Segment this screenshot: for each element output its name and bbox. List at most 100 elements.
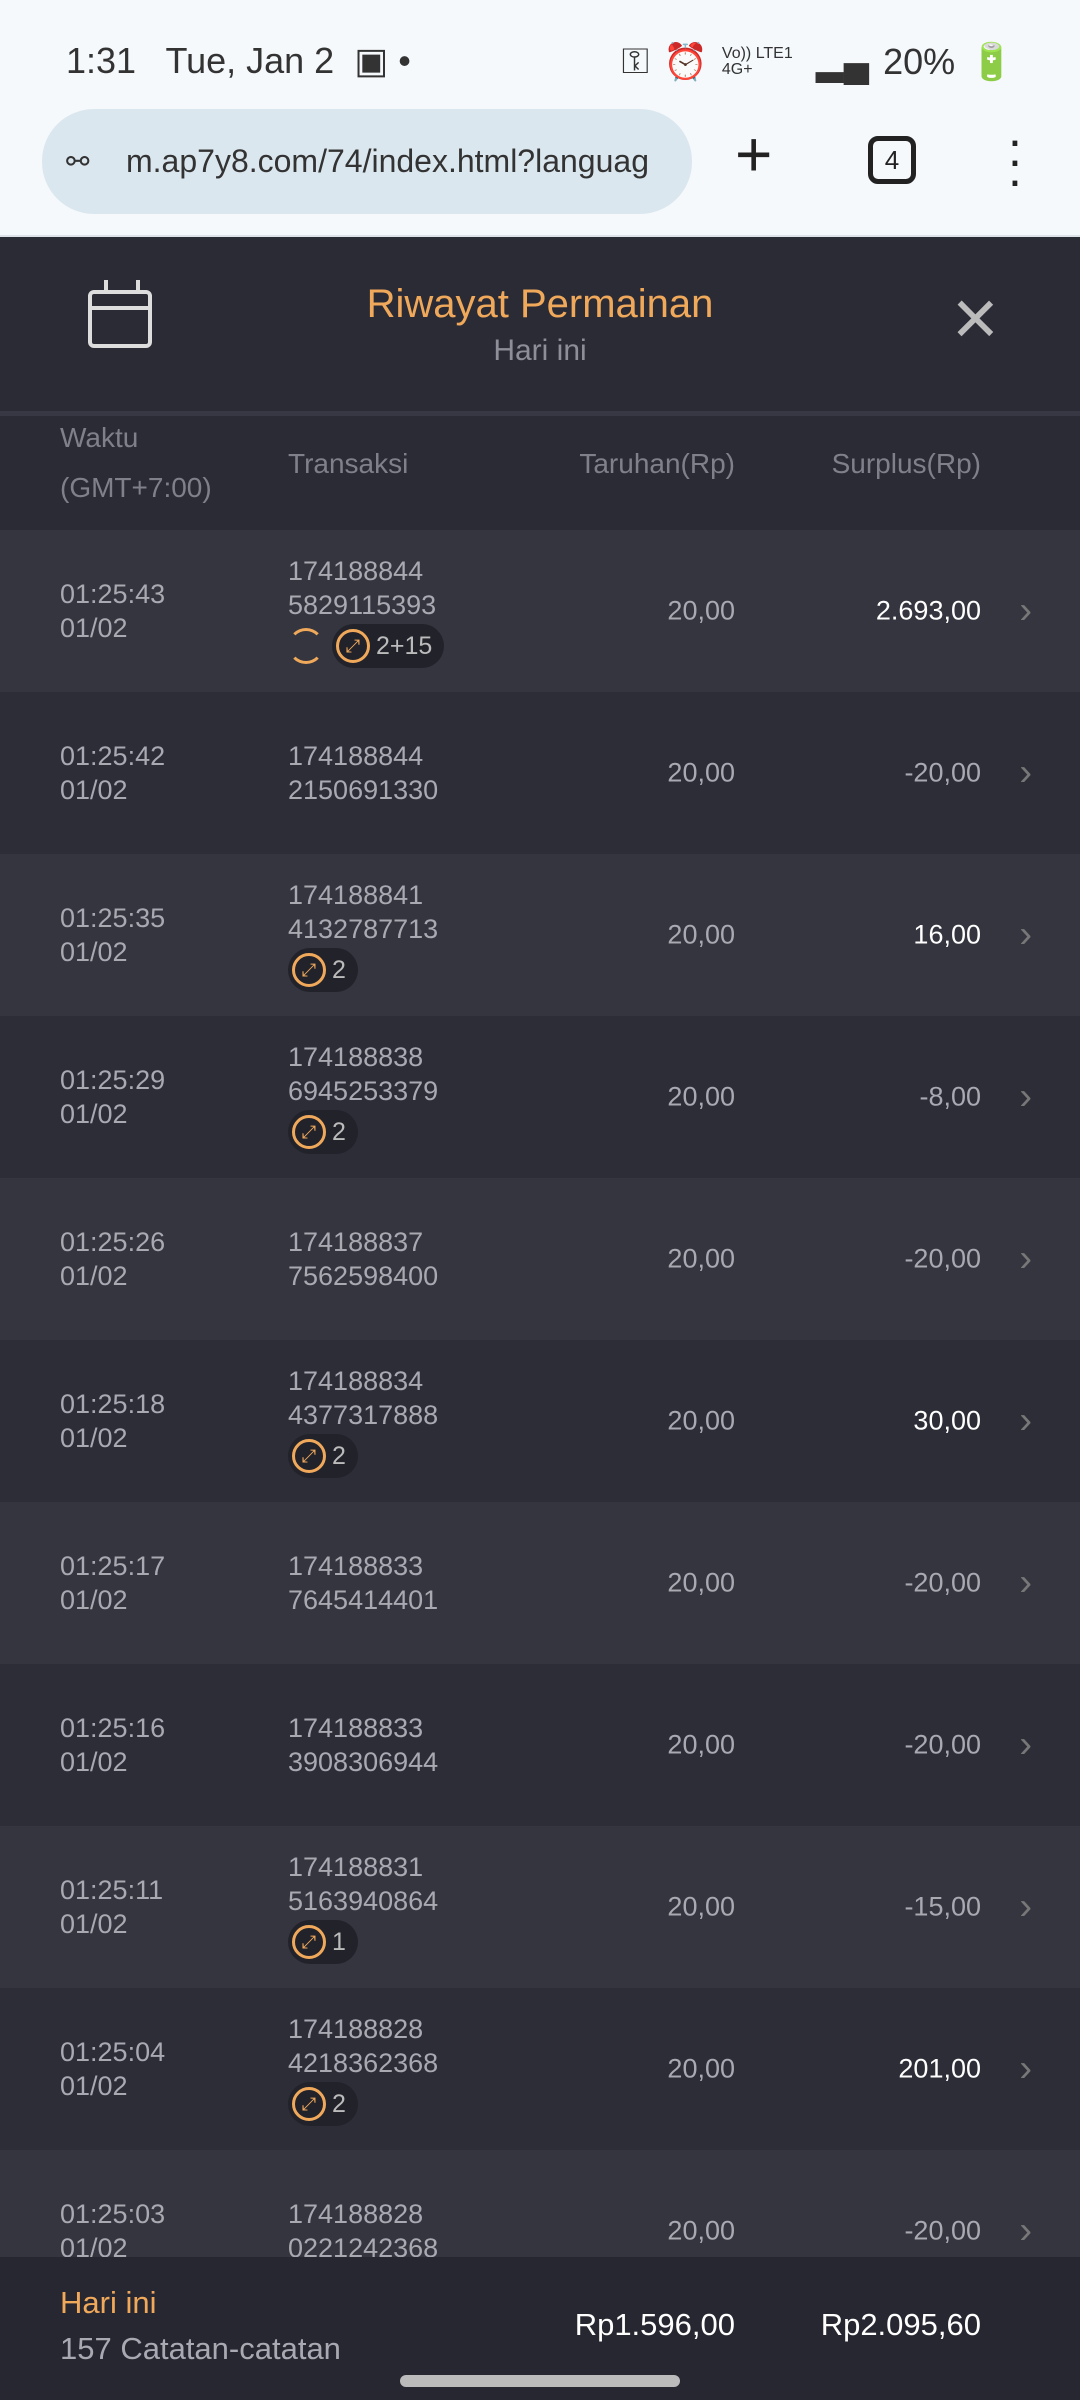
transaction-id-1: 174188844 [288,741,424,771]
footer-total-bet: Rp1.596,00 [574,2307,735,2342]
time: 01:25:03 [60,2199,166,2229]
multiplier-icon: ⤢ [292,1439,326,1473]
battery-level: 20% [883,40,956,82]
more-menu-button[interactable]: · · · [1006,112,1024,208]
transaction-id-1: 174188828 [288,2014,424,2044]
chevron-right-icon[interactable]: › [1019,751,1032,794]
date: 01/02 [60,1423,128,1453]
table-row[interactable]: 01:25:16 01/02 174188833 3908306944 20,00 -20… [0,1664,1080,1826]
col-surplus: Surplus(Rp) [831,448,981,479]
row-surplus: 30,00 [913,1405,981,1436]
badges: ⤢ 2 [288,2082,438,2126]
row-bet: 20,00 [667,1729,735,1760]
table-row[interactable]: 01:25:17 01/02 174188833 7645414401 20,00 -20… [0,1502,1080,1664]
site-settings-icon[interactable]: ⚯ [66,146,90,177]
chevron-right-icon[interactable]: › [1019,2047,1032,2090]
row-bet: 20,00 [667,2215,735,2246]
status-left: 1:31 Tue, Jan 2 ▣ • [66,40,411,82]
transaction-id-2: 7562598400 [288,1261,439,1291]
page-title: Riwayat Permainan [366,282,714,326]
dot-icon: • [398,40,411,81]
transaction-id-2: 6945253379 [288,1076,439,1106]
multiplier-icon: ⤢ [292,953,326,987]
table-row[interactable]: 01:25:29 01/02 174188838 6945253379 ⤢ 2 20,00 -… [0,1016,1080,1178]
time: 01:25:16 [60,1713,166,1743]
transaction-id-2: 0221242368 [288,2233,439,2257]
badge-count: 1 [332,1928,346,1956]
feature-badge: ⤢ 2 [288,1434,358,1478]
multiplier-icon: ⤢ [292,1115,326,1149]
table-row[interactable]: 01:25:26 01/02 174188837 7562598400 20,00 -20… [0,1178,1080,1340]
row-surplus: -15,00 [904,1891,981,1922]
table-row[interactable]: 01:25:42 01/02 174188844 2150691330 20,00 -20… [0,692,1080,854]
close-icon[interactable]: × [952,273,999,362]
row-surplus: -8,00 [919,1081,981,1112]
transaction-id-1: 174188844 [288,556,424,586]
date: 01/02 [60,775,128,805]
date: 01/02 [60,1261,128,1291]
home-indicator[interactable] [400,2375,680,2387]
table-row[interactable]: 01:25:03 01/02 174188828 0221242368 20,00 -20… [0,2150,1080,2257]
chevron-right-icon[interactable]: › [1019,1561,1032,1604]
calendar-icon[interactable] [88,280,152,348]
table-row[interactable]: 01:25:18 01/02 174188834 4377317888 ⤢ 2 20,00 3… [0,1340,1080,1502]
multiplier-icon: ⤢ [292,1925,326,1959]
row-transaction: 174188844 5829115393 ⤢ 2+15 [288,554,445,668]
tab-switcher-button[interactable]: 4 [868,136,916,184]
address-bar[interactable]: ⚯ m.ap7y8.com/74/index.html?languag [42,109,692,214]
transaction-id-2: 5163940864 [288,1886,439,1916]
page-subtitle: Hari ini [493,334,587,367]
page-header: Riwayat Permainan Hari ini × [0,238,1080,416]
table-row[interactable]: 01:25:43 01/02 174188844 5829115393 ⤢ 2+15 20,… [0,530,1080,692]
footer-total-surplus: Rp2.095,60 [820,2307,981,2342]
row-time: 01:25:18 01/02 [60,1387,165,1455]
chevron-right-icon[interactable]: › [1019,1399,1032,1442]
row-transaction: 174188837 7562598400 [288,1225,438,1293]
url-text[interactable]: m.ap7y8.com/74/index.html?languag [126,143,649,179]
transaction-id-1: 174188831 [288,1852,424,1882]
history-list[interactable]: 01:25:43 01/02 174188844 5829115393 ⤢ 2+15 20,… [0,530,1080,2257]
time: 01:25:26 [60,1227,166,1257]
badges: ⤢ 2 [288,1434,438,1478]
row-surplus: -20,00 [904,2215,981,2246]
network-label: Vo)) LTE1 4G+ [721,44,793,78]
transaction-id-1: 174188841 [288,880,424,910]
row-surplus: 16,00 [913,919,981,950]
chevron-right-icon[interactable]: › [1019,913,1032,956]
gallery-notification-icon: ▣ [354,40,389,81]
badge-count: 2+15 [376,632,433,660]
signal-icon: ▂▄ [815,40,870,82]
table-row[interactable]: 01:25:35 01/02 174188841 4132787713 ⤢ 2 20,00 1… [0,854,1080,1016]
feature-badge: ⤢ 2 [288,1110,358,1154]
row-bet: 20,00 [667,1243,735,1274]
table-row[interactable]: 01:25:11 01/02 174188831 5163940864 ⤢ 1 20,00 -… [0,1826,1080,1988]
badges: ⤢ 1 [288,1920,438,1964]
row-transaction: 174188834 4377317888 ⤢ 2 [288,1364,438,1478]
col-timezone: (GMT+7:00) [60,472,212,503]
row-bet: 20,00 [667,1405,735,1436]
feature-badge: ⤢ 2 [288,948,358,992]
chevron-right-icon[interactable]: › [1019,589,1032,632]
row-bet: 20,00 [667,2053,735,2084]
clock: 1:31 [66,40,137,81]
date: 01/02 [60,2071,128,2101]
badges: ⤢ 2 [288,1110,438,1154]
row-transaction: 174188844 2150691330 [288,739,438,807]
chevron-right-icon[interactable]: › [1019,1075,1032,1118]
transaction-id-2: 4218362368 [288,2048,439,2078]
row-time: 01:25:11 01/02 [60,1873,163,1941]
chevron-right-icon[interactable]: › [1019,1723,1032,1766]
multiplier-icon: ⤢ [292,2087,326,2121]
chevron-right-icon[interactable]: › [1019,2209,1032,2252]
chevron-right-icon[interactable]: › [1019,1885,1032,1928]
row-time: 01:25:43 01/02 [60,577,165,645]
new-tab-button[interactable]: + [735,118,773,190]
transaction-id-2: 4377317888 [288,1400,439,1430]
badge-count: 2 [332,2090,346,2118]
badge-count: 2 [332,1442,346,1470]
table-row[interactable]: 01:25:04 01/02 174188828 4218362368 ⤢ 2 20,00 2… [0,1988,1080,2150]
row-time: 01:25:42 01/02 [60,739,165,807]
row-surplus: -20,00 [904,757,981,788]
transaction-id-2: 2150691330 [288,775,439,805]
chevron-right-icon[interactable]: › [1019,1237,1032,1280]
